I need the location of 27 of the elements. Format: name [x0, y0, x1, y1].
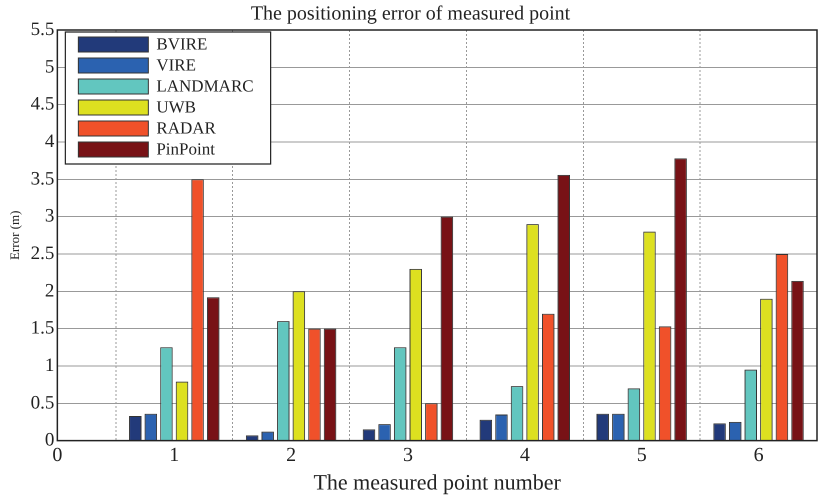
- y-tick-label: 3.5: [30, 168, 54, 190]
- x-tick-label: 4: [520, 444, 530, 466]
- y-tick-label: 2: [44, 280, 54, 302]
- y-tick-label: 4.5: [30, 94, 54, 115]
- y-tick-label: 2.5: [30, 242, 54, 264]
- chart-title: The positioning error of measured point: [250, 2, 571, 24]
- x-tick-label: 3: [402, 444, 413, 466]
- y-tick-label: 4: [44, 130, 55, 152]
- legend-label: BVIRE: [156, 34, 208, 54]
- x-tick-label: 5: [636, 444, 647, 466]
- legend-label: UWB: [156, 97, 196, 116]
- x-tick-label: 2: [286, 444, 296, 466]
- y-tick-label: 1: [44, 354, 54, 376]
- y-tick-label: 0: [44, 430, 54, 451]
- legend-label: VIRE: [156, 55, 196, 74]
- x-tick-label: 6: [754, 444, 764, 466]
- y-tick-label: 1.5: [30, 318, 54, 339]
- x-axis-title: The measured point number: [313, 470, 562, 495]
- y-tick-label: 5.5: [30, 18, 54, 40]
- legend-label: PinPoint: [156, 139, 216, 158]
- y-axis-title: Error (m): [7, 210, 22, 260]
- legend-label: RADAR: [156, 118, 217, 138]
- y-tick-label: 5: [44, 56, 54, 78]
- y-tick-label: 0.5: [30, 392, 54, 414]
- y-tick-label: 3: [44, 206, 54, 227]
- legend-label: LANDMARC: [156, 76, 254, 96]
- x-tick-label: 1: [169, 444, 180, 466]
